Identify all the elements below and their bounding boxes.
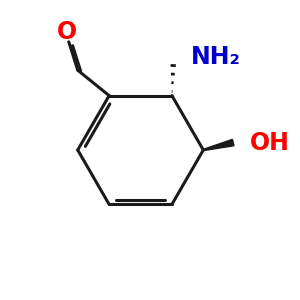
Polygon shape	[203, 139, 234, 151]
Text: OH: OH	[250, 130, 290, 154]
Text: O: O	[57, 20, 77, 44]
Text: NH₂: NH₂	[191, 45, 241, 69]
